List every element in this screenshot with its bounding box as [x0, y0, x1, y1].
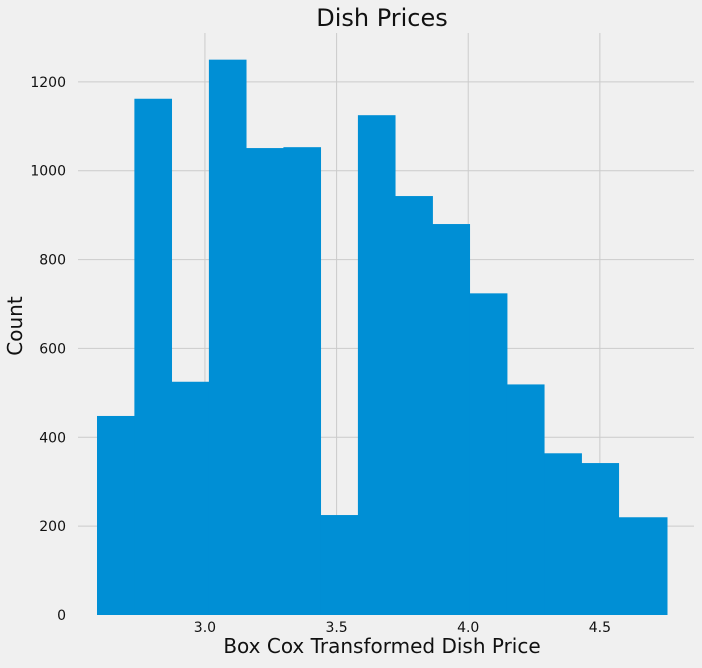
- histogram-bar: [618, 517, 668, 615]
- histogram-bar: [469, 293, 508, 615]
- histogram-bar: [357, 115, 396, 615]
- histogram-bar: [246, 148, 284, 615]
- y-tick-label: 1200: [30, 75, 66, 91]
- y-axis-label: Count: [3, 296, 27, 356]
- chart-title: Dish Prices: [316, 4, 448, 32]
- histogram-bars: [97, 59, 668, 616]
- y-tick-label: 400: [39, 430, 66, 446]
- x-tick-label: 4.0: [457, 620, 479, 636]
- x-tick-label: 3.0: [194, 620, 216, 636]
- histogram-bar: [134, 98, 173, 615]
- histogram-bar: [208, 59, 247, 615]
- x-tick-label: 3.5: [325, 620, 347, 636]
- histogram-bar: [283, 147, 322, 615]
- y-tick-label: 1000: [30, 164, 66, 180]
- histogram-bar: [395, 196, 433, 615]
- histogram-bar: [544, 453, 582, 615]
- histogram-bar: [320, 515, 359, 615]
- x-axis-label: Box Cox Transformed Dish Price: [223, 634, 540, 658]
- x-tick-labels: 3.0 3.5 4.0 4.5: [194, 620, 611, 636]
- histogram-bar: [171, 381, 210, 615]
- y-tick-labels: 0 200 400 600 800 1000 1200: [30, 75, 66, 624]
- y-tick-label: 200: [39, 519, 66, 535]
- y-tick-label: 0: [57, 608, 66, 624]
- histogram-bar: [97, 415, 135, 615]
- histogram-bar: [581, 463, 620, 615]
- histogram-bar: [432, 224, 471, 616]
- y-tick-label: 600: [39, 341, 66, 357]
- x-tick-label: 4.5: [589, 620, 611, 636]
- histogram-bar: [506, 384, 545, 615]
- y-tick-label: 800: [39, 253, 66, 269]
